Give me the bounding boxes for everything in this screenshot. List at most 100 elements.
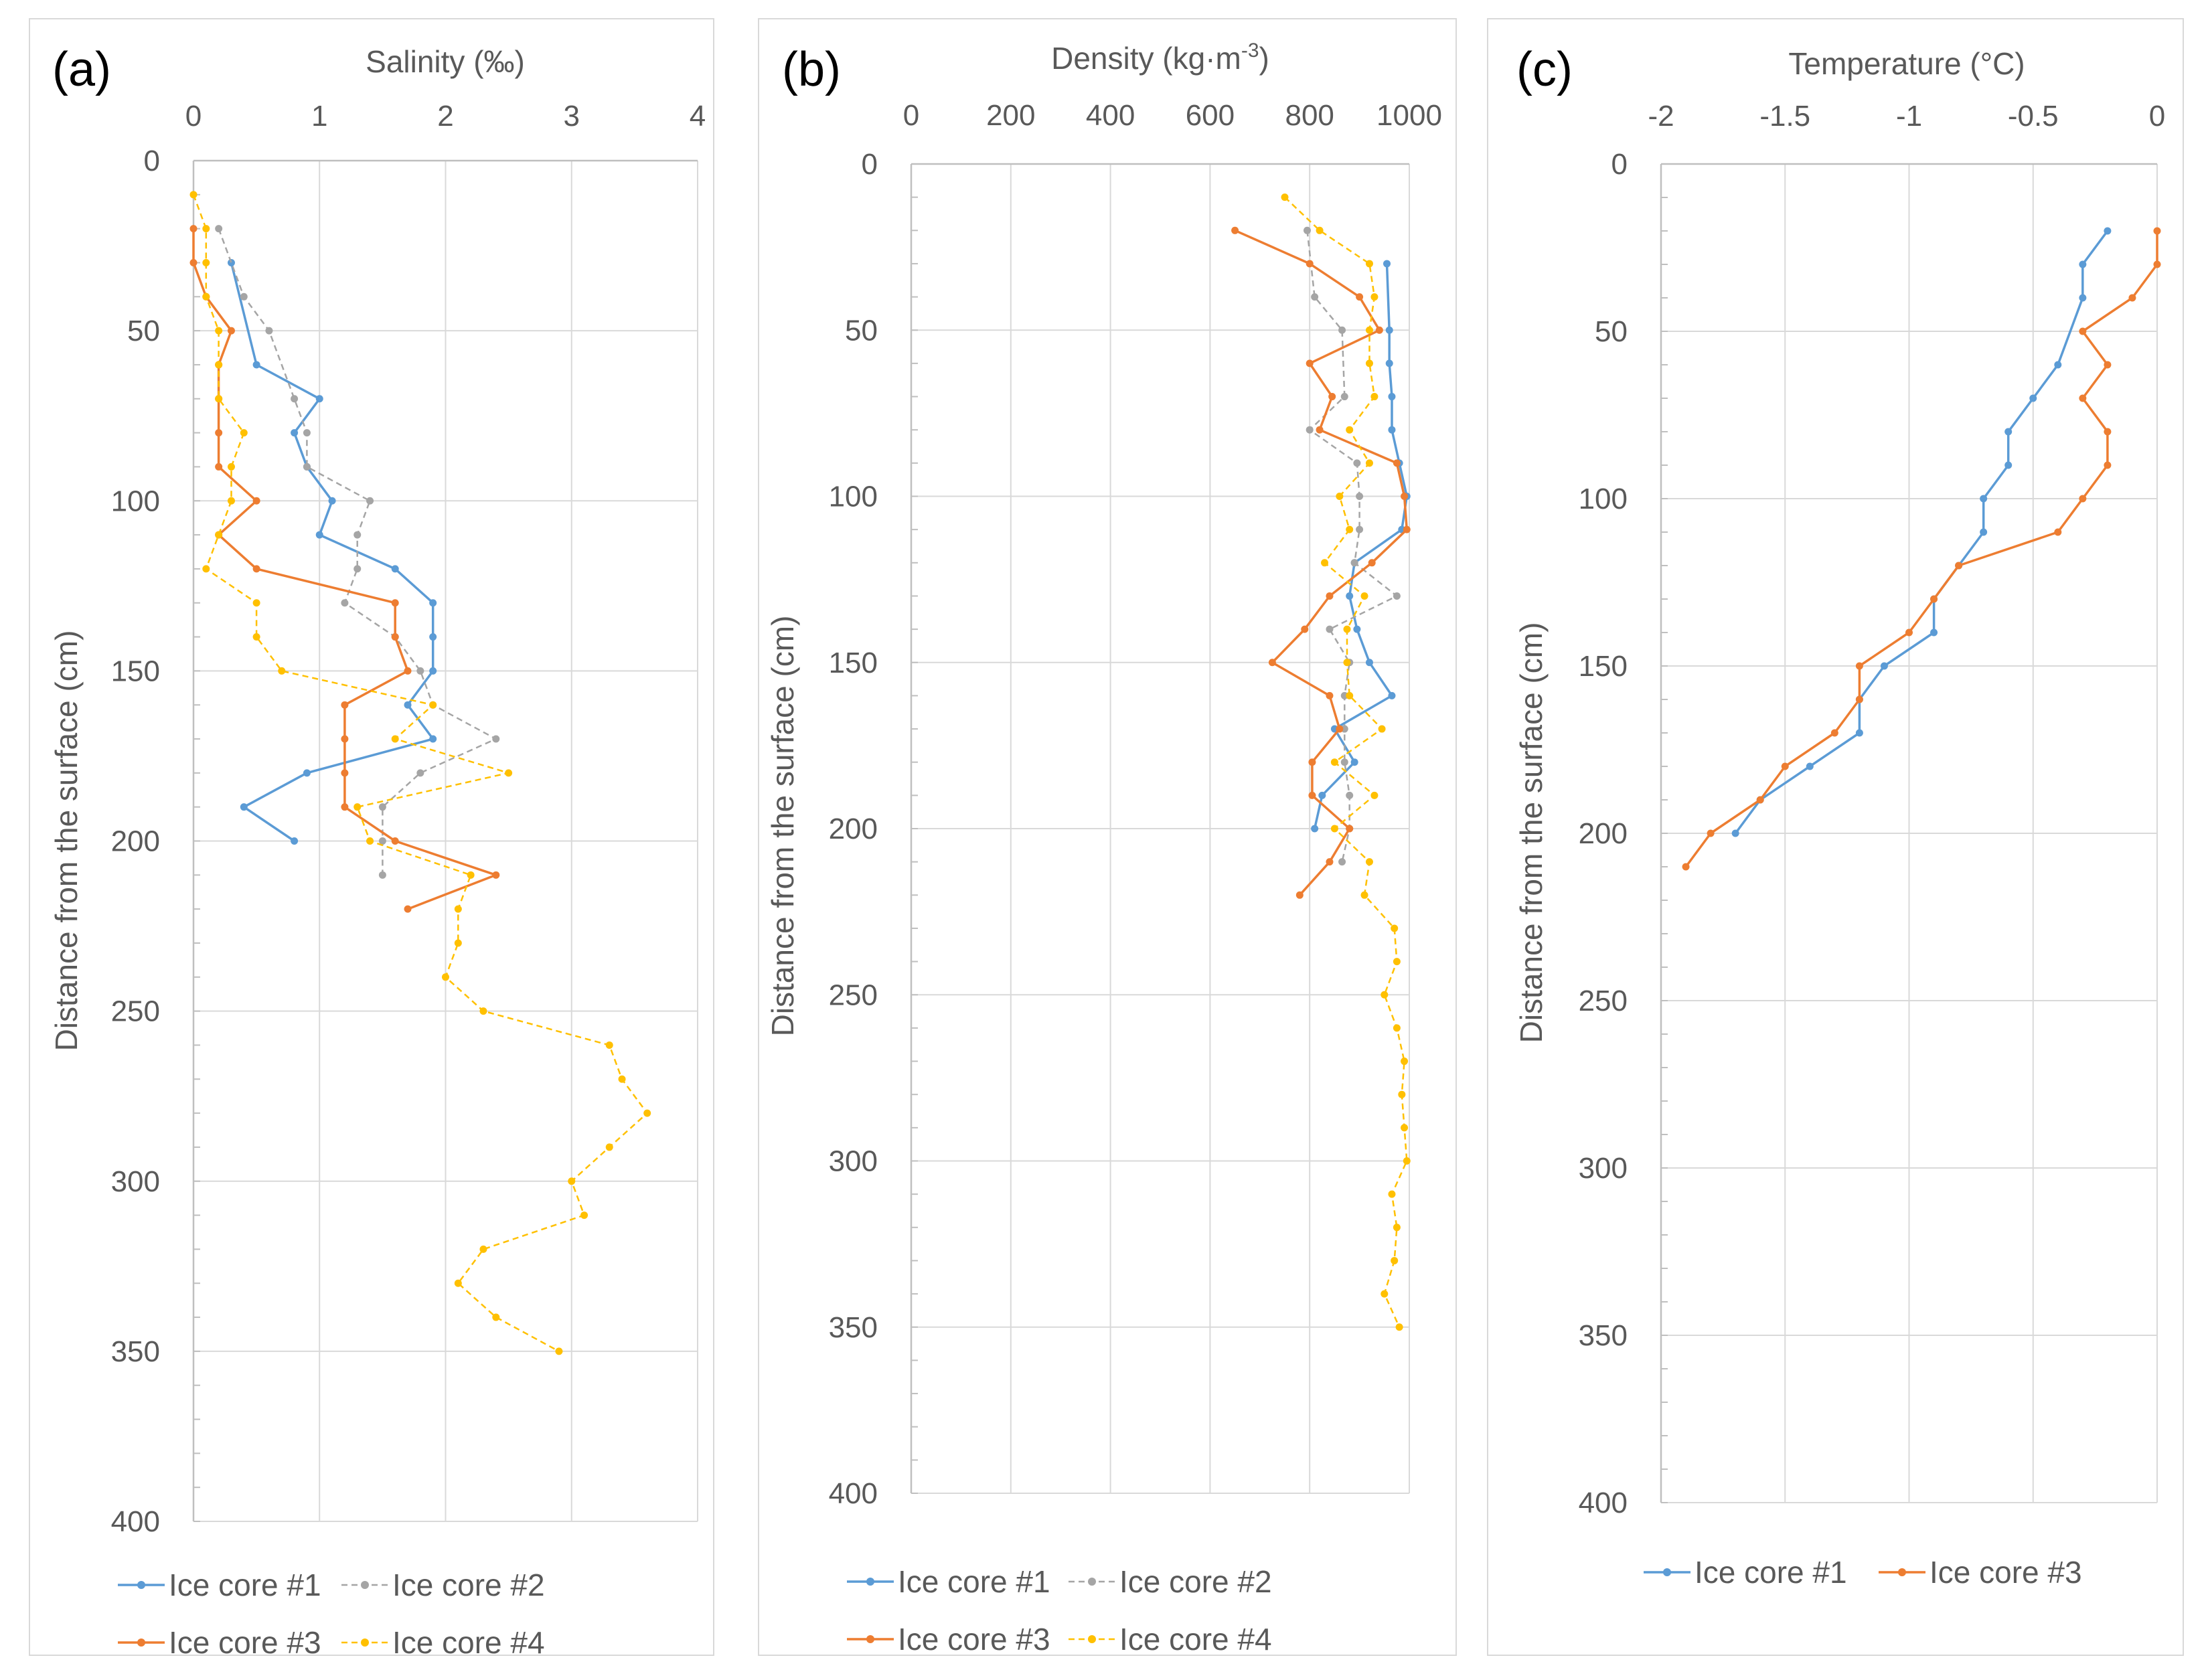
panel-c-series-ice-core-1-point <box>1980 495 1988 503</box>
panel-a-series-ice-core-4-point <box>454 939 462 947</box>
panel-a-series-ice-core-3-point <box>189 258 198 266</box>
panel-b-x-tick-label: 1000 <box>1376 99 1442 132</box>
panel-c-series-ice-core-1-point <box>2079 260 2087 268</box>
legend-marker <box>137 1581 145 1589</box>
panel-b-series-ice-core-3-point <box>1356 293 1364 301</box>
panel-c-series-ice-core-3-point <box>2104 461 2112 469</box>
panel-b-series-ice-core-4-point <box>1398 1090 1406 1098</box>
panel-a-legend-entry-ice-core-2: Ice core #2 <box>341 1568 545 1602</box>
legend-marker <box>1088 1578 1096 1586</box>
panel-b-series-ice-core-4-point <box>1393 958 1401 966</box>
panel-b-series-ice-core-1-point <box>1353 625 1361 633</box>
panel-b-series-ice-core-3-point <box>1326 691 1334 699</box>
panel-c-series-ice-core-3-point <box>1707 829 1715 837</box>
panel-c-y-tick-label: 350 <box>1579 1319 1628 1352</box>
panel-b-series-ice-core-3-point <box>1375 326 1383 334</box>
panel-b-series-ice-core-4-point <box>1346 525 1354 533</box>
panel-a-series-ice-core-1-point <box>429 735 437 743</box>
panel-a-series-ice-core-2-point <box>378 837 386 845</box>
panel-b-series-ice-core-1-point <box>1388 691 1396 699</box>
panel-a-y-title: Distance from the surface (cm) <box>49 631 84 1052</box>
panel-b-series-ice-core-4-point <box>1378 725 1386 733</box>
panel-b-series-ice-core-4-point <box>1365 260 1373 268</box>
panel-c-series-ice-core-1-point <box>1855 729 1863 737</box>
panel-b-series-ice-core-3-point <box>1306 260 1314 268</box>
panel-b-series-ice-core-4-point <box>1365 858 1373 866</box>
panel-a-frame <box>29 18 714 1656</box>
panel-a-series-ice-core-2-point <box>366 497 374 505</box>
panel-a-series-ice-core-4-point <box>278 667 286 675</box>
panel-b-y-tick-label: 350 <box>829 1311 878 1344</box>
panel-c-series-ice-core-3-point <box>1955 562 1963 570</box>
panel-a-series-ice-core-4-point <box>353 803 362 811</box>
panel-c-series-ice-core-1-point <box>2104 227 2112 235</box>
panel-a-series-ice-core-2-point <box>240 292 248 301</box>
panel-a-series-ice-core-3-point <box>391 837 399 845</box>
panel-a-y-tick-label: 350 <box>111 1335 160 1368</box>
panel-b-series-ice-core-3-point <box>1401 493 1409 500</box>
panel-c-series-ice-core-1-point <box>2004 461 2013 469</box>
panel-a-x-tick-label: 4 <box>690 100 706 133</box>
panel-c-series-ice-core-3-point <box>2079 495 2087 503</box>
panel-a-series-ice-core-4-point <box>442 973 449 981</box>
panel-c-y-tick-label: 200 <box>1579 817 1628 850</box>
panel-c-y-tick-label: 150 <box>1579 650 1628 683</box>
panel-b-series-ice-core-3 <box>1231 226 1411 899</box>
panel-b-series-ice-core-1-point <box>1311 825 1319 833</box>
panel-c-series-ice-core-3-point <box>2153 227 2161 235</box>
panel-c-series-ice-core-1-point <box>1731 829 1739 837</box>
panel-a-series-ice-core-4-point <box>366 837 374 845</box>
panel-a-series-ice-core-3-point <box>252 497 260 505</box>
panel-b-series-ice-core-3-point <box>1368 559 1376 567</box>
panel-b-series-ice-core-4-point <box>1360 592 1368 600</box>
legend-marker <box>361 1581 369 1589</box>
panel-a-y-tick-label: 400 <box>111 1505 160 1538</box>
panel-a-series-ice-core-4-point <box>643 1109 651 1117</box>
panel-b-series-ice-core-4-point <box>1346 426 1354 434</box>
panel-b-x-tick-label: 600 <box>1186 99 1235 132</box>
panel-a-x-title: Salinity (‰) <box>366 44 525 79</box>
panel-b-series-ice-core-4-point <box>1343 659 1351 667</box>
panel-a-series-ice-core-1-point <box>315 395 323 403</box>
panel-a-series-ice-core-4-point <box>467 871 475 879</box>
panel-a-series-ice-core-2-point <box>303 429 311 437</box>
panel-a-series-ice-core-3-point <box>404 905 412 913</box>
panel-c-y-tick-label: 50 <box>1595 315 1628 348</box>
panel-b-series-ice-core-1-point <box>1365 659 1373 667</box>
panel-a-series-ice-core-3-point <box>391 633 399 641</box>
panel-b-series-ice-core-4-point <box>1381 1290 1389 1298</box>
panel-c-series-ice-core-1-line <box>1734 230 2109 835</box>
panel-b-series-ice-core-3-point <box>1403 525 1411 533</box>
panel-a-series-ice-core-4-point <box>605 1143 613 1151</box>
panel-b-series-ice-core-2-point <box>1340 758 1348 766</box>
panel-a-series-ice-core-4-point <box>202 565 210 573</box>
panel-a-series-ice-core-4-point <box>240 429 248 437</box>
panel-b-series-ice-core-4-point <box>1365 359 1373 367</box>
panel-b-series-ice-core-3-point <box>1268 659 1276 667</box>
legend-marker <box>1898 1568 1906 1576</box>
panel-b-series-ice-core-4-point <box>1346 691 1354 699</box>
panel-c-series-ice-core-3-line <box>1684 231 2158 868</box>
panel-a-series-ice-core-1-point <box>227 258 235 266</box>
panel-a-series-ice-core-4-point <box>605 1041 613 1049</box>
panel-b-series-ice-core-4-point <box>1393 1024 1401 1032</box>
panel-c-series-ice-core-1-point <box>2004 428 2013 436</box>
panel-b-series-ice-core-1-point <box>1388 393 1396 401</box>
panel-a-series-ice-core-4-point <box>202 225 210 233</box>
panel-c-series-ice-core-3-point <box>1830 729 1838 737</box>
legend-label: Ice core #1 <box>1695 1555 1847 1590</box>
panel-b-series-ice-core-4-point <box>1391 1256 1399 1264</box>
panel-c-legend-entry-ice-core-3: Ice core #3 <box>1879 1555 2082 1590</box>
legend-marker <box>137 1639 145 1647</box>
panel-c-series-ice-core-3-point <box>2153 260 2161 268</box>
panel-a-series-ice-core-2-line <box>218 228 497 875</box>
legend-marker <box>1088 1635 1096 1643</box>
panel-b-y-tick-label: 100 <box>829 481 878 513</box>
panel-a-series-ice-core-2-point <box>265 327 273 335</box>
panel-c-x-tick-label: 0 <box>2149 100 2165 133</box>
panel-b-series-ice-core-1-point <box>1350 758 1358 766</box>
panel-a-series-ice-core-2-point <box>341 599 349 607</box>
panel-a-letter: (a) <box>52 43 111 96</box>
panel-b-series-ice-core-2-point <box>1346 791 1354 799</box>
panel-b-series-ice-core-4-point <box>1365 459 1373 467</box>
